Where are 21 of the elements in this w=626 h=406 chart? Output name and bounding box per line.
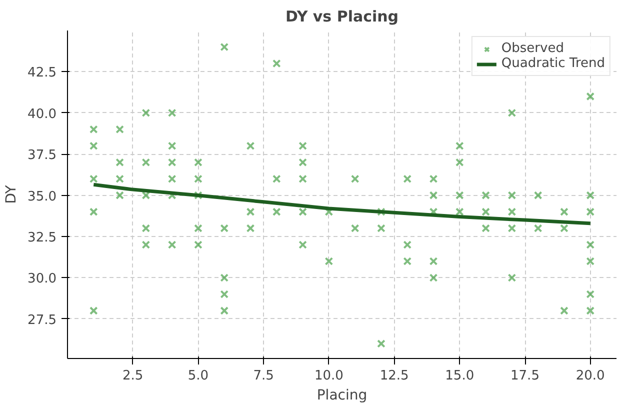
x-tick-label: 17.5 <box>510 368 540 384</box>
legend-label: Observed <box>501 41 564 56</box>
x-tick-label: 15.0 <box>445 368 474 384</box>
y-tick-label: 35.0 <box>28 189 57 204</box>
x-axis-title: Placing <box>316 388 368 404</box>
y-tick-label: 32.5 <box>28 230 57 246</box>
y-tick-label: 30.0 <box>28 272 57 287</box>
x-tick-label: 10.0 <box>314 368 344 384</box>
chart-title: DY vs Placing <box>285 8 399 26</box>
y-tick-label: 27.5 <box>28 312 57 328</box>
legend-label: Quadratic Trend <box>501 56 605 71</box>
x-tick-label: 12.5 <box>380 368 409 384</box>
x-tick-label: 2.5 <box>122 368 144 384</box>
y-tick-label: 42.5 <box>28 66 57 81</box>
y-axis-title: DY <box>4 184 20 204</box>
x-tick-label: 5.0 <box>188 368 209 384</box>
y-tick-label: 40.0 <box>28 106 57 122</box>
x-tick-label: 20.0 <box>576 368 605 384</box>
x-tick-label: 7.5 <box>253 368 274 384</box>
line-series <box>92 182 592 226</box>
y-tick-label: 37.5 <box>28 148 57 164</box>
